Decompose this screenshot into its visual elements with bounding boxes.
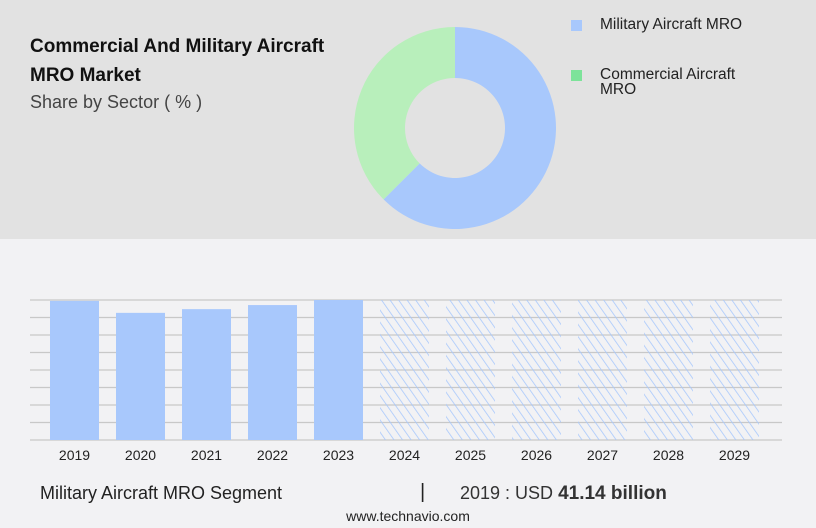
- bar-2023: [314, 300, 363, 440]
- donut-slice-0: [383, 27, 556, 229]
- source-url: www.technavio.com: [346, 508, 470, 524]
- x-tick-label: 2027: [587, 447, 618, 463]
- segment-value: 2019 : USD 41.14 billion: [460, 483, 667, 505]
- x-tick-label: 2021: [191, 447, 222, 463]
- value-text: 41.14 billion: [558, 483, 667, 504]
- x-tick-label: 2023: [323, 447, 354, 463]
- x-tick-label: 2020: [125, 447, 156, 463]
- bar-2029: [710, 300, 759, 440]
- segment-label: Military Aircraft MRO Segment: [40, 483, 283, 503]
- chart-title: Commercial And Military Aircraft MRO Mar…: [30, 36, 325, 86]
- bar-2027: [578, 300, 627, 440]
- year-label: 2019 : USD: [460, 483, 554, 503]
- x-tick-label: 2024: [389, 447, 420, 463]
- x-tick-label: 2029: [719, 447, 750, 463]
- legend-label: Military Aircraft MRO: [600, 16, 743, 33]
- bar-2019: [50, 300, 99, 440]
- legend-item-commercial: Commercial Aircraft MRO: [571, 67, 771, 101]
- bar-2024: [380, 300, 429, 440]
- x-tick-label: 2019: [59, 447, 90, 463]
- bar-2021: [182, 309, 231, 440]
- bar-2026: [512, 300, 561, 440]
- bar-2022: [248, 305, 297, 440]
- bar-2025: [446, 300, 495, 440]
- legend-item-military: Military Aircraft MRO: [571, 17, 771, 51]
- chart-subtitle: Share by Sector ( % ): [30, 92, 203, 112]
- bar-2028: [644, 300, 693, 440]
- bar-2020: [116, 312, 165, 440]
- x-tick-label: 2022: [257, 447, 288, 463]
- separator: |: [420, 481, 426, 503]
- donut-slice-1: [353, 27, 455, 200]
- legend-swatch: [571, 70, 582, 81]
- x-tick-label: 2026: [521, 447, 552, 463]
- legend-label: Commercial Aircraft MRO: [600, 66, 736, 98]
- x-tick-label: 2028: [653, 447, 684, 463]
- x-tick-label: 2025: [455, 447, 486, 463]
- legend-swatch: [571, 20, 582, 31]
